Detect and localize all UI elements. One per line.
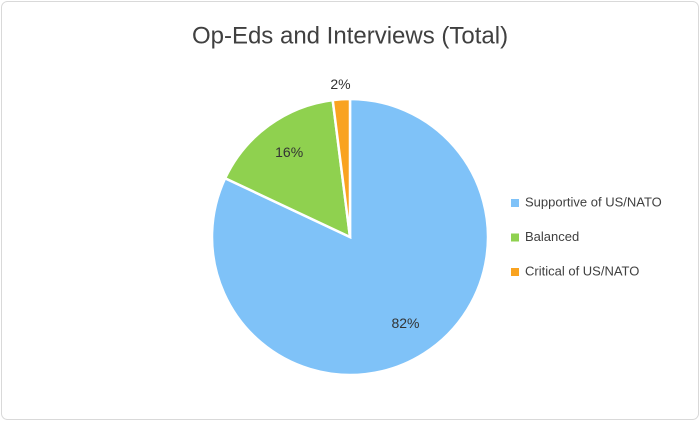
legend-swatch	[511, 199, 519, 207]
legend-label: Supportive of US/NATO	[525, 194, 662, 209]
data-label: 2%	[330, 76, 350, 92]
legend-swatch	[511, 268, 519, 276]
chart-title: Op-Eds and Interviews (Total)	[192, 22, 508, 49]
data-label: 82%	[391, 315, 419, 331]
pie-slice	[331, 97, 352, 238]
pie-slice	[210, 97, 490, 377]
pie-slice	[223, 98, 352, 240]
data-label: 16%	[275, 144, 303, 160]
legend-label: Balanced	[525, 229, 579, 244]
legend-swatch	[511, 233, 519, 242]
legend-label: Critical of US/NATO	[525, 263, 639, 278]
